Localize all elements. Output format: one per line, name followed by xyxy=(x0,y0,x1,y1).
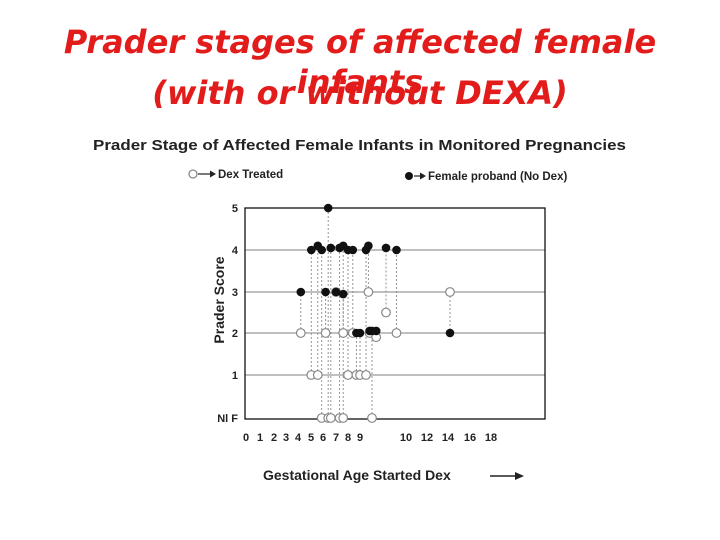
x-tick-label: 10 xyxy=(400,432,412,444)
y-axis-label: Prader Score xyxy=(211,256,227,343)
x-tick-label: 12 xyxy=(421,432,433,444)
x-tick-label: 2 xyxy=(271,432,277,444)
dex-treated-point xyxy=(343,370,353,380)
grid-layer xyxy=(245,249,545,376)
y-tick-label: 5 xyxy=(232,203,238,215)
slide-title-line-2: (with or without DEXA) xyxy=(152,74,568,112)
female-proband-point xyxy=(338,289,348,299)
x-tick-label: 1 xyxy=(257,432,263,444)
female-proband-point xyxy=(321,287,330,297)
dex-treated-series xyxy=(295,287,455,423)
dex-treated-point xyxy=(391,328,402,338)
x-tick-label: 3 xyxy=(283,432,289,444)
x-tick-label: 14 xyxy=(442,432,455,444)
x-tick-label: 5 xyxy=(308,432,314,444)
x-tick-label: 8 xyxy=(345,432,351,444)
dex-treated-point xyxy=(445,287,455,297)
plot-frame xyxy=(244,207,546,420)
female-proband-point xyxy=(355,328,365,338)
female-proband-point xyxy=(323,203,333,213)
legend-label-dex-treated: Dex Treated xyxy=(218,169,283,181)
legend-open-marker xyxy=(188,169,198,179)
female-proband-point xyxy=(296,287,306,297)
chart-title: Prader Stage of Affected Female Infants … xyxy=(93,138,626,154)
legend: Dex Treated Female proband (No Dex) xyxy=(188,169,567,183)
y-tick-label: Nl F xyxy=(217,413,238,425)
legend-arrow-head xyxy=(210,170,216,178)
dex-treated-point xyxy=(312,370,323,380)
x-tick-label: 9 xyxy=(357,432,363,444)
legend-filled-marker xyxy=(405,172,413,180)
x-tick-label: 0 xyxy=(243,432,249,444)
female-proband-point xyxy=(331,287,341,297)
y-tick-label: 4 xyxy=(232,245,239,257)
x-tick-label: 16 xyxy=(464,432,476,444)
female-proband-point xyxy=(348,245,358,255)
female-proband-point xyxy=(317,245,327,255)
x-tick-label: 18 xyxy=(485,432,497,444)
female-proband-point xyxy=(307,245,316,255)
x-tick-label: 6 xyxy=(320,432,326,444)
female-proband-series xyxy=(296,203,455,338)
female-proband-point xyxy=(381,243,391,253)
y-tick-labels: Nl F 1 2 3 4 5 xyxy=(217,203,239,425)
female-proband-point xyxy=(371,326,381,336)
x-tick-labels: 0 1 2 3 4 5 6 7 8 9 10 12 14 16 18 xyxy=(243,432,497,444)
dex-treated-point xyxy=(363,287,374,297)
legend-arrow-head-2 xyxy=(420,172,426,180)
dex-treated-point xyxy=(295,328,306,338)
x-axis-arrow xyxy=(490,472,524,480)
y-tick-label: 1 xyxy=(232,370,238,382)
female-proband-point xyxy=(326,243,336,253)
dex-treated-point xyxy=(325,413,336,423)
x-tick-label: 7 xyxy=(333,432,339,444)
y-tick-label: 3 xyxy=(232,287,238,299)
slide-title-line-1: Prader stages of affected female infants xyxy=(63,23,657,101)
x-tick-label: 4 xyxy=(295,432,302,444)
female-proband-point xyxy=(364,241,373,251)
dex-treated-point xyxy=(381,307,391,318)
female-proband-point xyxy=(392,245,401,255)
dex-treated-point xyxy=(320,328,331,338)
dex-treated-point xyxy=(361,370,371,380)
dex-treated-point xyxy=(367,413,377,423)
legend-label-female-proband: Female proband (No Dex) xyxy=(428,171,567,183)
connector-layer xyxy=(300,208,451,418)
y-tick-label: 2 xyxy=(232,328,238,340)
x-axis-label: Gestational Age Started Dex xyxy=(263,467,451,483)
dex-treated-point xyxy=(338,413,349,423)
female-proband-point xyxy=(445,328,455,338)
dex-treated-point xyxy=(338,328,349,338)
